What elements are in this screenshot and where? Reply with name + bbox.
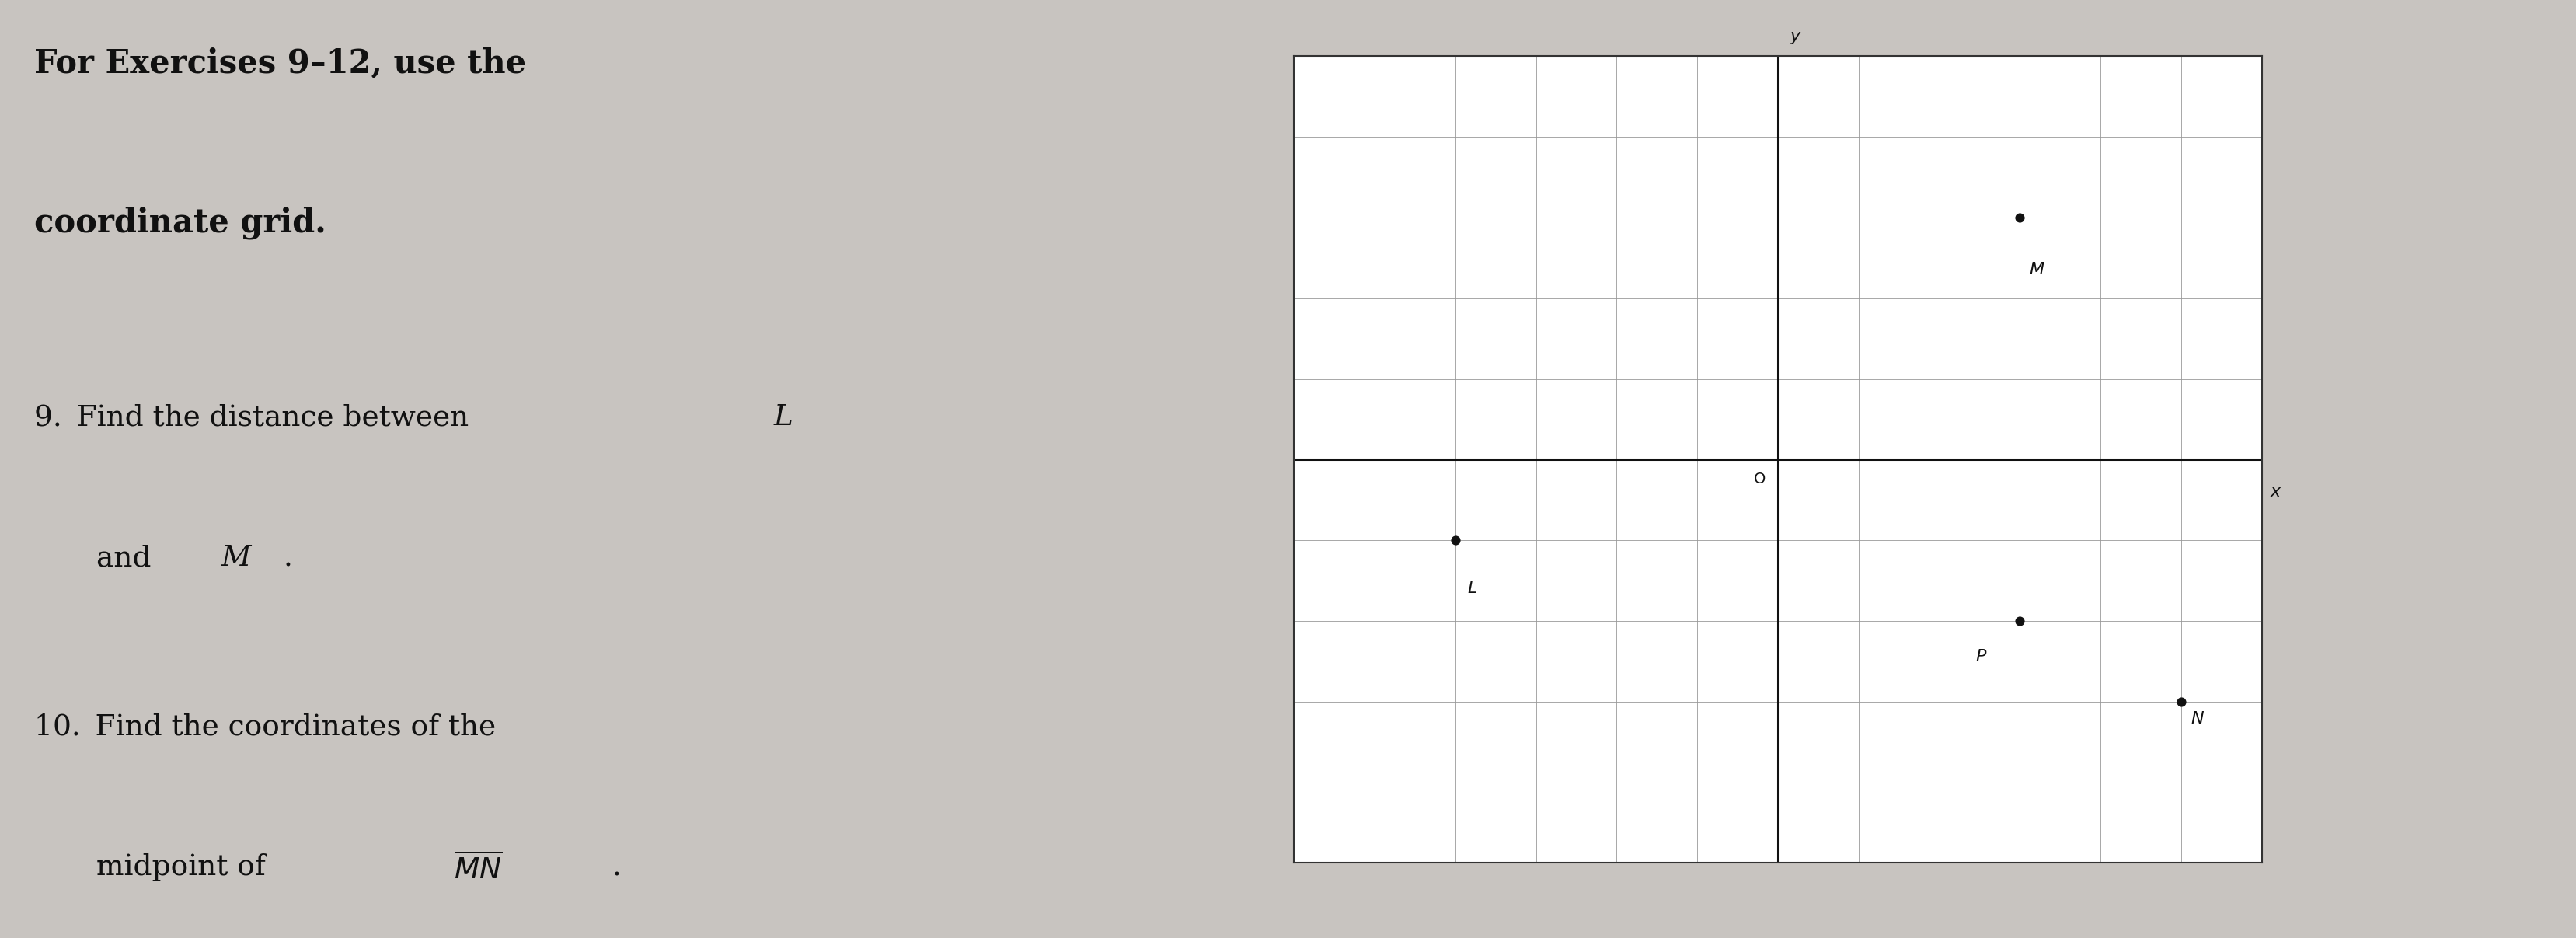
Text: x: x [2269, 484, 2280, 499]
Text: and: and [95, 544, 160, 572]
Text: P: P [1976, 649, 1986, 665]
Text: M: M [2030, 262, 2043, 278]
Text: N: N [2190, 711, 2202, 727]
Text: L: L [773, 403, 793, 431]
Text: 9. Find the distance between: 9. Find the distance between [33, 403, 477, 431]
Text: For Exercises 9–12, use the: For Exercises 9–12, use the [33, 47, 526, 80]
Text: 10. Find the coordinates of the: 10. Find the coordinates of the [33, 713, 495, 741]
Text: y: y [1790, 29, 1801, 44]
Text: $\overline{MN}$: $\overline{MN}$ [453, 854, 502, 885]
Text: .: . [613, 854, 621, 882]
Text: coordinate grid.: coordinate grid. [33, 206, 327, 239]
Point [2161, 694, 2202, 709]
Text: M: M [222, 544, 250, 572]
Text: L: L [1466, 581, 1476, 597]
Point [1999, 210, 2040, 225]
Point [1435, 533, 1476, 548]
Text: O: O [1754, 472, 1765, 487]
Text: midpoint of: midpoint of [95, 854, 276, 882]
Point [1999, 613, 2040, 628]
Text: .: . [283, 544, 294, 572]
